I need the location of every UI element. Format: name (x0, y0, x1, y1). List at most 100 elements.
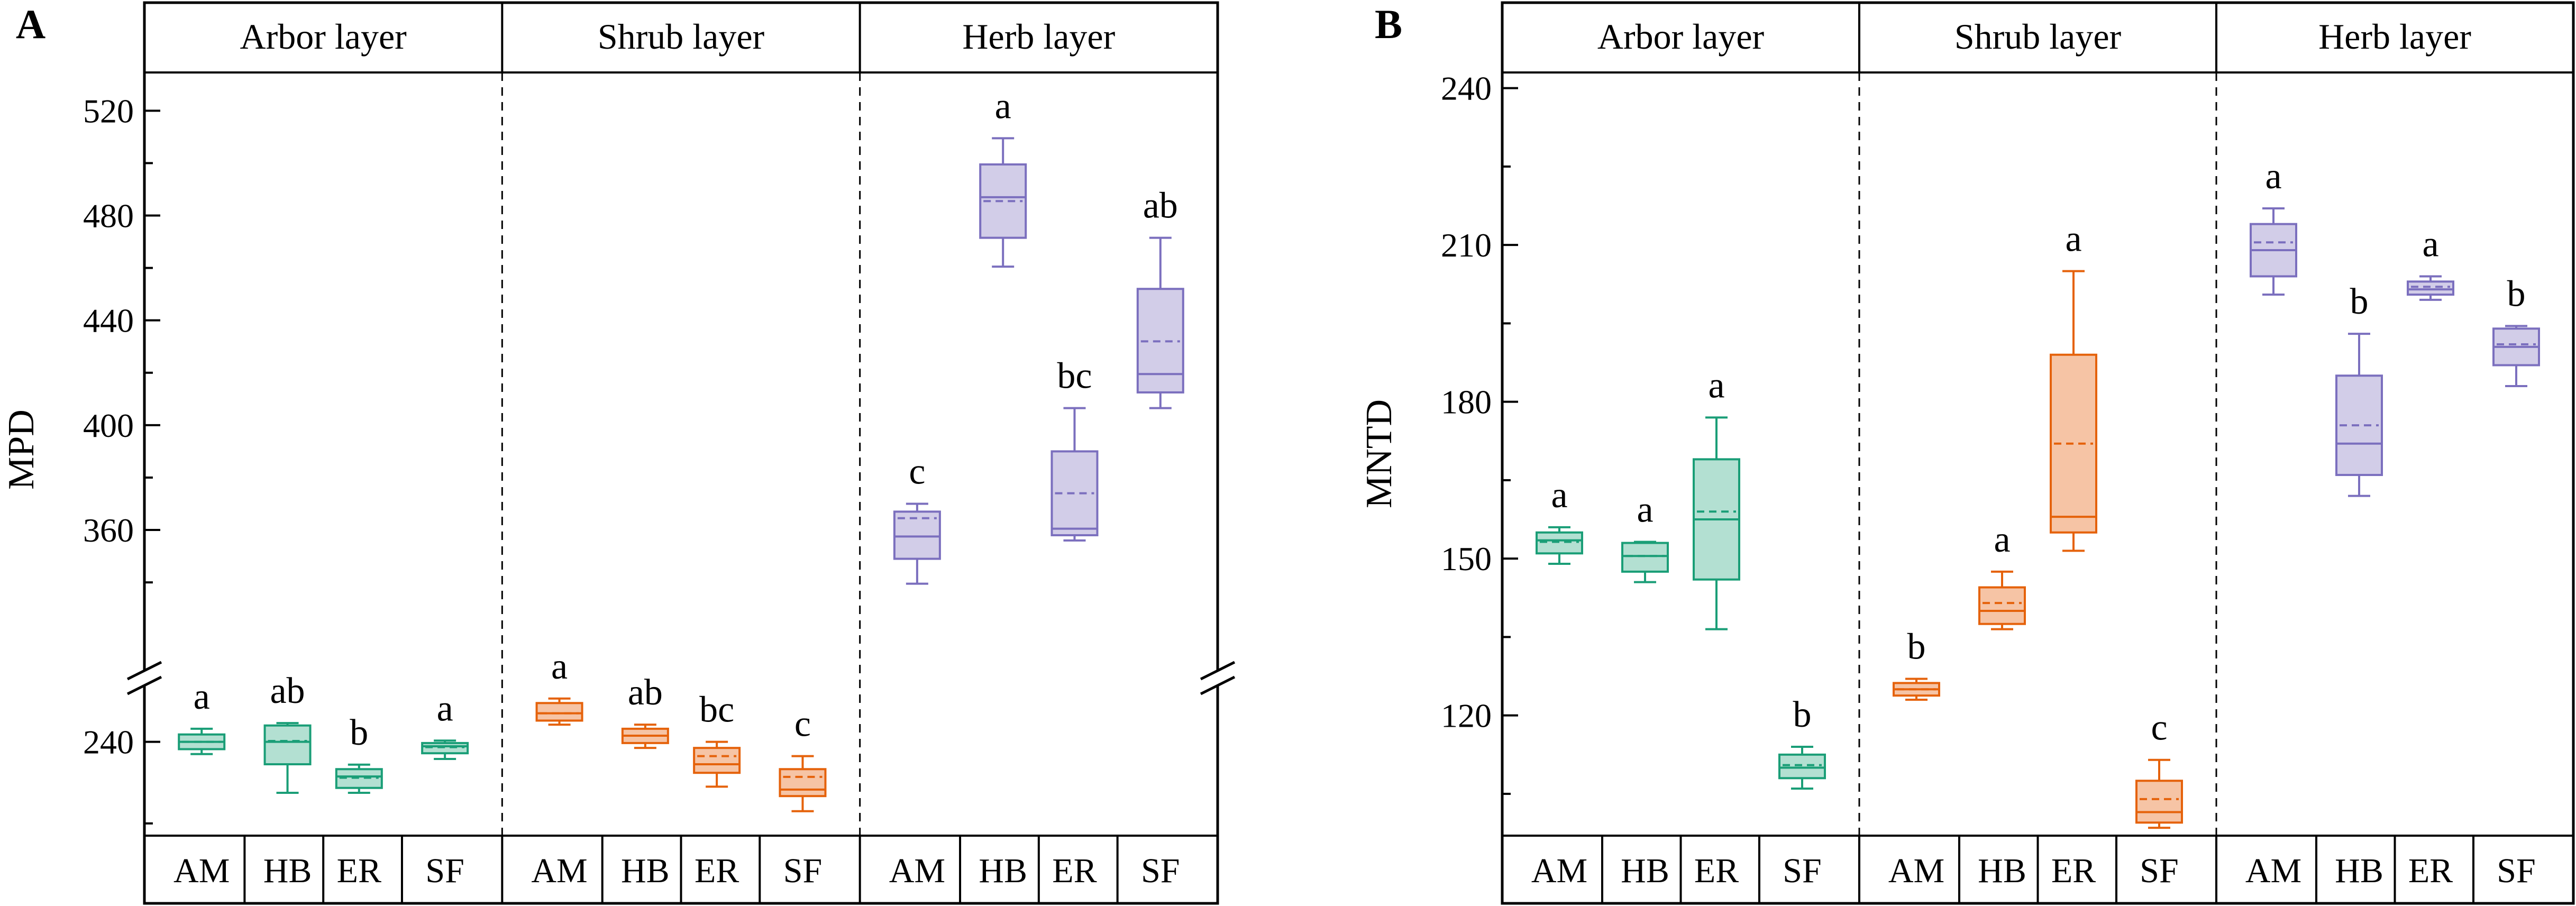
layer-3: Herb layer AM a HB b ER a SF b (2215, 3, 2540, 903)
layer-3: Herb layer AM c HB a ER bc SF ab (858, 3, 1184, 903)
layer-2: Shrub layer AM a HB ab ER bc SF c (501, 3, 827, 903)
layer-title: Shrub layer (1954, 16, 2122, 57)
box-er: ER bc (1051, 356, 1099, 890)
y-tick-label: 520 (83, 92, 134, 130)
y-tick-label: 360 (83, 511, 134, 549)
significance-letter: b (2507, 273, 2526, 314)
layer-title: Shrub layer (598, 16, 765, 57)
significance-letter: a (2265, 156, 2281, 197)
iqr-box (1621, 542, 1669, 573)
box-er: ER a (2407, 224, 2454, 890)
significance-letter: ab (628, 672, 663, 713)
x-category-label: AM (1531, 852, 1587, 890)
x-category-label: ER (337, 852, 381, 890)
box-er: ER b (335, 712, 383, 890)
x-category-label: HB (1621, 852, 1669, 890)
layer-2: Shrub layer AM b HB a ER a SF c (1858, 3, 2183, 903)
axis-break-mark (1200, 661, 1236, 681)
x-category-label: SF (425, 852, 464, 890)
axis-break-mark (1200, 675, 1236, 695)
significance-letter: a (2065, 219, 2081, 260)
y-axis-label: MNTD (1359, 399, 1400, 508)
significance-letter: ab (1143, 186, 1178, 226)
box-hb: HB a (1621, 490, 1669, 890)
x-category-label: ER (695, 852, 739, 890)
significance-letter: b (1907, 626, 1926, 667)
layer-title: Arbor layer (240, 16, 407, 57)
x-category-label: HB (2335, 852, 2383, 890)
significance-letter: c (794, 704, 811, 745)
significance-letter: a (1551, 475, 1567, 516)
significance-letter: a (2422, 224, 2438, 264)
x-category-label: HB (621, 852, 670, 890)
x-category-label: AM (531, 852, 587, 890)
axis-break-mark (126, 675, 162, 695)
x-category-label: SF (1141, 852, 1180, 890)
box-sf: SF a (421, 688, 469, 890)
iqr-box (2135, 780, 2183, 824)
box-am: AM b (1888, 626, 1944, 890)
box-sf: SF b (1778, 694, 1826, 890)
box-hb: HB b (2335, 281, 2383, 890)
significance-letter: a (437, 688, 453, 729)
iqr-box (263, 724, 312, 765)
iqr-box (1978, 586, 2026, 625)
panel-b: B MNTD 120 150 180 210 240 Arbor layer AM a HB a ER a… (1359, 1, 2575, 905)
significance-letter: c (2151, 708, 2167, 748)
x-category-label: ER (2408, 852, 2453, 890)
y-tick-label: 120 (1441, 697, 1492, 735)
y-tick-label: 180 (1441, 383, 1492, 421)
box-hb: HB a (1978, 519, 2026, 890)
x-category-label: SF (2140, 852, 2178, 890)
layer-title: Herb layer (962, 16, 1115, 57)
box-am: AM c (889, 452, 945, 891)
x-category-label: SF (1783, 852, 1821, 890)
significance-letter: ab (270, 671, 305, 711)
axis-break-mark (126, 661, 162, 681)
significance-letter: c (909, 452, 925, 492)
box-er: ER a (1693, 365, 1740, 890)
box-hb: HB ab (621, 672, 670, 890)
box-er: ER bc (693, 690, 741, 890)
y-tick-label: 150 (1441, 540, 1492, 578)
layer-title: Herb layer (2318, 16, 2471, 57)
y-tick-label: 210 (1441, 226, 1492, 264)
iqr-box (893, 510, 941, 560)
y-axis-label: MPD (1, 409, 42, 490)
significance-letter: bc (1057, 356, 1092, 397)
significance-letter: bc (699, 690, 734, 730)
iqr-box (535, 702, 583, 722)
layer-title: Arbor layer (1597, 16, 1765, 57)
x-category-label: HB (263, 852, 312, 890)
significance-letter: a (1708, 365, 1724, 406)
significance-letter: b (350, 712, 368, 753)
significance-letter: a (995, 86, 1011, 126)
layer-1: Arbor layer AM a HB ab ER b SF a (173, 16, 469, 903)
y-tick-label: 240 (1441, 70, 1492, 107)
panel-label: B (1375, 1, 1402, 47)
plot-frame (1501, 1, 2575, 905)
iqr-box (693, 747, 741, 774)
x-category-label: HB (1978, 852, 2026, 890)
y-tick-label: 240 (83, 724, 134, 761)
x-category-label: AM (1888, 852, 1944, 890)
box-sf: SF b (2492, 273, 2540, 890)
significance-letter: b (2350, 281, 2369, 322)
x-category-label: AM (173, 852, 230, 890)
box-am: AM a (1531, 475, 1587, 890)
significance-letter: a (551, 646, 568, 687)
y-tick-label: 440 (83, 302, 134, 340)
iqr-box (779, 768, 827, 798)
x-category-label: ER (1694, 852, 1739, 890)
y-tick-label: 400 (83, 407, 134, 444)
x-category-label: HB (979, 852, 1027, 890)
box-sf: SF ab (1136, 186, 1184, 890)
y-tick-label: 480 (83, 197, 134, 235)
box-er: ER a (2050, 219, 2097, 890)
layer-1: Arbor layer AM a HB a ER a SF b (1531, 16, 1826, 903)
box-sf: SF c (2135, 708, 2183, 890)
significance-letter: a (1994, 519, 2010, 560)
x-category-label: SF (2497, 852, 2535, 890)
significance-letter: b (1793, 694, 1812, 735)
